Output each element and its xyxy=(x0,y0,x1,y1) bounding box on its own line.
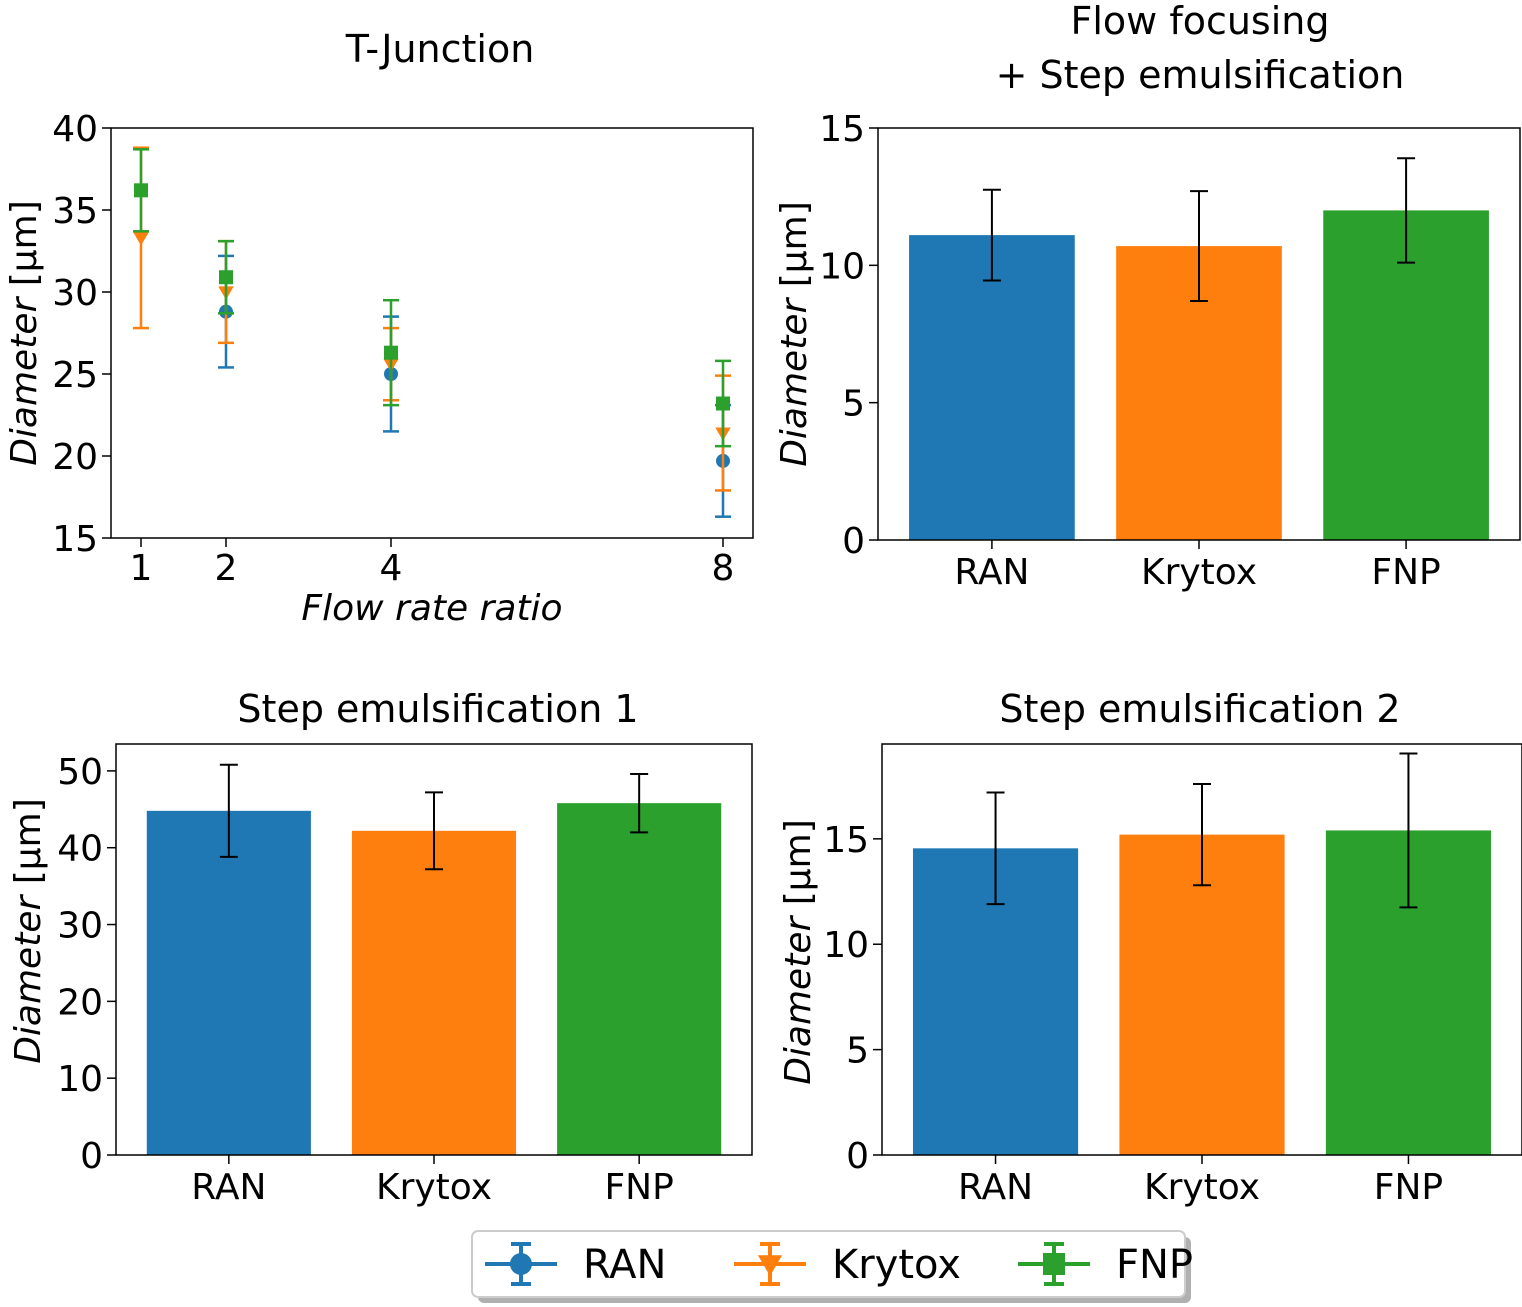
x-tick-label: RAN xyxy=(958,1167,1033,1208)
y-tick-label: 10 xyxy=(823,925,869,966)
data-point xyxy=(715,359,731,448)
marker-square xyxy=(134,183,148,198)
x-tick-label: 4 xyxy=(380,548,403,589)
legend-item-krytox: Krytox xyxy=(734,1242,961,1288)
y-tick-label: 40 xyxy=(52,109,98,150)
bar-fnp xyxy=(1323,210,1489,540)
series-fnp xyxy=(133,148,731,448)
y-tick-label: 40 xyxy=(57,829,103,870)
bar-ran xyxy=(909,235,1075,540)
panel-step-emulsification-2: Step emulsification 2 0 5 10 15 RAN Krytox FNP… xyxy=(778,687,1522,1208)
series-ran xyxy=(218,254,731,518)
y-tick-label: 10 xyxy=(819,246,865,287)
legend-box xyxy=(471,1230,1186,1298)
marker-triangle-down xyxy=(757,1255,783,1277)
bar-krytox xyxy=(1119,834,1285,1155)
legend-item-fnp: FNP xyxy=(1018,1242,1193,1288)
x-tick-label: FNP xyxy=(604,1167,673,1208)
panel-title: Step emulsification 2 xyxy=(999,687,1400,731)
data-point xyxy=(133,148,149,233)
y-tick-label: 20 xyxy=(52,437,98,478)
y-tick-label: 20 xyxy=(57,982,103,1023)
bar-ran xyxy=(146,810,311,1155)
x-tick-label: FNP xyxy=(1371,552,1440,593)
y-tick-label: 0 xyxy=(80,1136,103,1177)
legend-label: FNP xyxy=(1116,1242,1193,1288)
x-tick-label: 1 xyxy=(130,548,153,589)
data-point xyxy=(218,239,234,315)
panel-title: T-Junction xyxy=(345,27,535,71)
panel-title: Step emulsification 1 xyxy=(237,687,638,731)
y-axis-label: Diameter [μm] xyxy=(8,798,49,1064)
x-tick-label: FNP xyxy=(1374,1167,1443,1208)
data-point xyxy=(383,298,399,407)
y-tick-label: 30 xyxy=(52,273,98,314)
marker-square xyxy=(384,345,398,360)
x-tick-label: 2 xyxy=(215,548,238,589)
panel-step-emulsification-1: Step emulsification 1 0 10 20 30 40 50 RAN Kryt… xyxy=(8,687,753,1208)
legend-item-ran: RAN xyxy=(485,1242,666,1288)
x-tick-label: RAN xyxy=(954,552,1029,593)
plot-frame xyxy=(110,127,754,539)
x-axis-label: Flow rate ratio xyxy=(301,588,562,629)
panel-title-line-2: + Step emulsification xyxy=(996,53,1405,97)
y-tick-label: 15 xyxy=(823,820,869,861)
y-tick-label: 15 xyxy=(819,109,865,150)
legend-label: RAN xyxy=(583,1242,666,1288)
x-tick-label: Krytox xyxy=(1141,552,1257,593)
bar-fnp xyxy=(557,803,722,1155)
legend-label: Krytox xyxy=(832,1242,961,1288)
y-tick-label: 0 xyxy=(842,521,865,562)
marker-triangle-down xyxy=(133,232,149,246)
y-axis-label: Diameter [μm] xyxy=(774,201,815,467)
x-tick-label: Krytox xyxy=(376,1167,492,1208)
panel-title-line-1: Flow focusing xyxy=(1071,0,1330,43)
series-krytox xyxy=(133,146,731,492)
y-tick-label: 30 xyxy=(57,906,103,947)
x-tick-label: RAN xyxy=(191,1167,266,1208)
y-tick-label: 5 xyxy=(846,1031,869,1072)
x-tick-label: Krytox xyxy=(1144,1167,1260,1208)
y-tick-label: 10 xyxy=(57,1059,103,1100)
bar-krytox xyxy=(351,830,517,1155)
panel-t-junction: T-Junction 15 20 25 30 35 40 1 2 4 8 Flow rate ra… xyxy=(4,27,754,629)
panel-flow-focusing: Flow focusing + Step emulsification 0 5 10… xyxy=(774,0,1521,593)
y-axis-label: Diameter [μm] xyxy=(4,200,45,466)
legend: RAN Krytox FNP xyxy=(471,1230,1193,1303)
y-tick-label: 0 xyxy=(846,1136,869,1177)
marker-circle xyxy=(510,1253,532,1275)
y-tick-label: 35 xyxy=(52,191,98,232)
y-tick-label: 15 xyxy=(52,519,98,560)
x-tick-label: 8 xyxy=(712,548,735,589)
marker-square xyxy=(1043,1253,1065,1275)
y-tick-label: 5 xyxy=(842,384,865,425)
y-tick-label: 50 xyxy=(57,752,103,793)
marker-square xyxy=(219,270,233,285)
y-tick-label: 25 xyxy=(52,355,98,396)
y-axis-label: Diameter [μm] xyxy=(778,819,819,1085)
marker-square xyxy=(716,396,730,411)
